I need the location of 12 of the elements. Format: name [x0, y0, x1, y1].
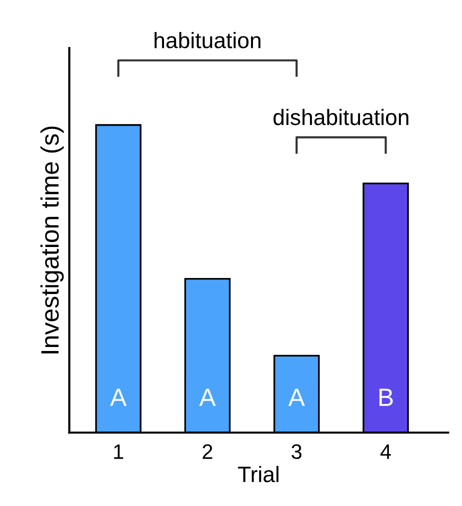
x-tick-label: 2 — [202, 444, 212, 459]
annotation: dishabituation — [274, 108, 408, 126]
x-tick-label: 1 — [114, 444, 124, 459]
annotation: A — [288, 388, 305, 406]
y-axis-title: Investigation time (s) — [40, 126, 64, 354]
annotation: A — [199, 388, 216, 406]
annotation: A — [110, 388, 127, 406]
x-axis-title: Trial — [238, 466, 278, 482]
x-tick-label: 3 — [292, 444, 302, 460]
x-tick-label: 4 — [380, 444, 391, 459]
annotation: B — [379, 388, 393, 406]
text: habituation — [154, 32, 260, 48]
